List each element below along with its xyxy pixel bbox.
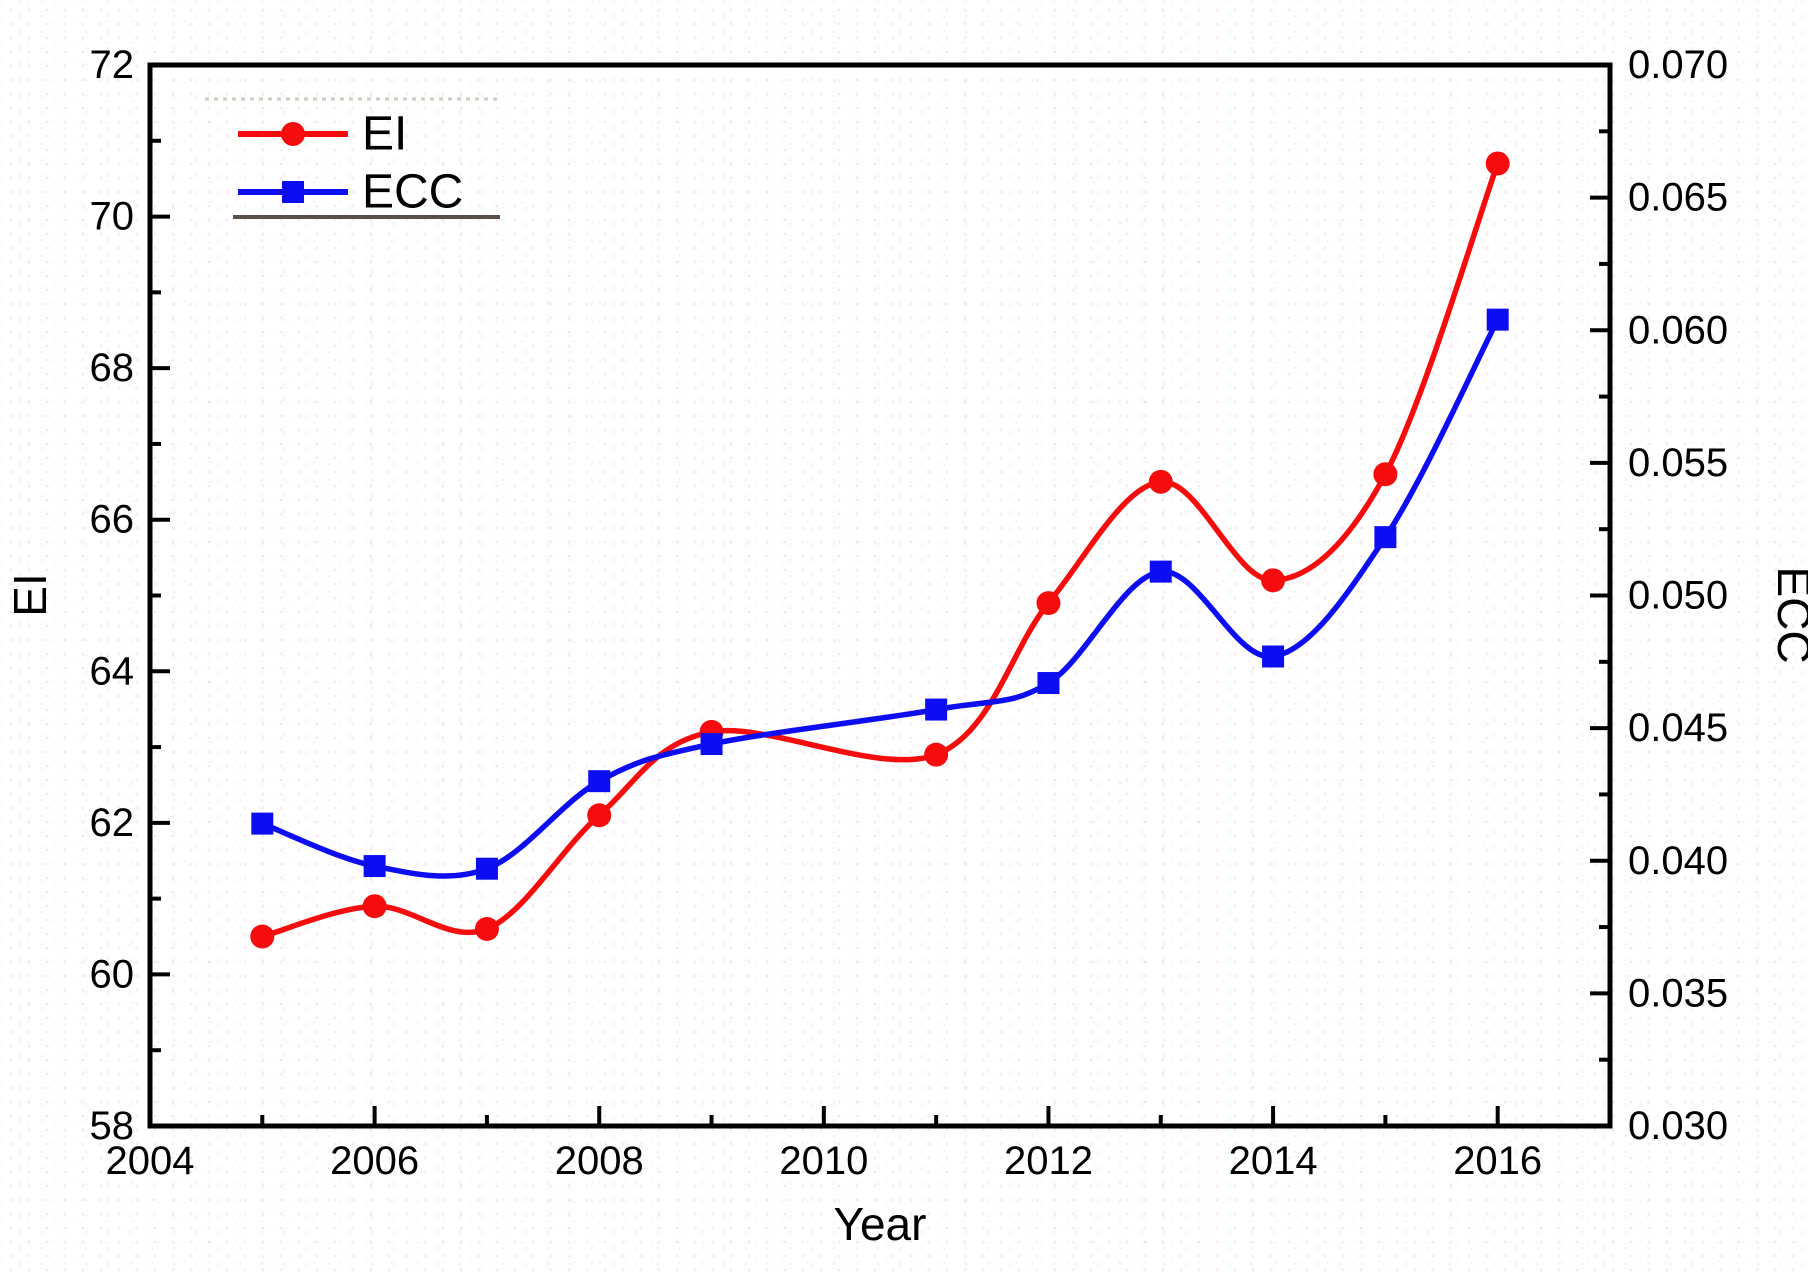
legend: EI ECC [205,97,500,219]
left-tick-label: 62 [90,801,135,845]
data-point-square [475,857,498,880]
data-point-circle [1485,151,1510,176]
data-point-square [1149,560,1172,583]
legend-item-ei: EI [238,108,407,161]
series-ecc [251,308,1509,880]
data-point-square [925,698,948,721]
legend-ei-circle-marker-icon [281,122,305,146]
legend-ei-label: EI [362,108,407,161]
data-point-circle [587,803,612,828]
right-tick-label: 0.055 [1628,441,1728,485]
left-axis-title: EI [4,573,56,616]
data-point-square [363,855,386,878]
series-ecc-line [259,316,1501,879]
data-point-square [1374,526,1397,549]
x-axis-title: Year [834,1198,927,1250]
right-tick-label: 0.060 [1628,308,1728,352]
series-ei-line [259,160,1501,940]
plot-frame [147,62,1613,1129]
x-tick-label: 2008 [555,1139,644,1183]
data-point-square [1262,645,1285,668]
data-point-square [1037,672,1060,695]
series-ei [250,151,1510,949]
right-tick-label: 0.050 [1628,574,1728,618]
right-axis-title: ECC [1768,566,1808,663]
right-tick-label: 0.045 [1628,706,1728,750]
axis-ticks [148,63,1610,1128]
x-tick-label: 2006 [330,1139,419,1183]
right-tick-label: 0.030 [1628,1104,1728,1148]
data-point-square [700,733,723,756]
left-tick-label: 68 [90,346,135,390]
legend-ecc-label: ECC [362,166,463,219]
legend-ecc-square-marker-icon [282,181,304,203]
x-tick-label: 2014 [1229,1139,1318,1183]
left-tick-label: 60 [90,952,135,996]
data-point-circle [362,894,387,919]
legend-item-ecc: ECC [238,166,463,219]
data-series [250,151,1510,949]
data-point-circle [250,924,275,949]
data-point-circle [474,916,499,941]
right-tick-label: 0.065 [1628,176,1728,220]
x-tick-label: 2010 [779,1139,868,1183]
data-point-circle [1036,591,1061,616]
right-tick-label: 0.035 [1628,971,1728,1015]
axis-tick-labels: 2004 2006 2008 2010 2012 2014 2016 58 60 62 64 66 68… [90,43,1729,1183]
data-point-square [1486,308,1509,331]
left-tick-label: 58 [90,1104,135,1148]
right-tick-label: 0.070 [1628,43,1728,87]
data-point-square [251,812,274,835]
x-tick-label: 2004 [106,1139,195,1183]
x-tick-label: 2016 [1453,1139,1542,1183]
right-tick-label: 0.040 [1628,839,1728,883]
data-point-circle [924,742,949,767]
x-tick-label: 2012 [1004,1139,1093,1183]
left-tick-label: 70 [90,195,135,239]
data-point-circle [1373,462,1398,487]
left-tick-label: 72 [90,43,135,87]
data-point-circle [1261,568,1286,593]
left-tick-label: 64 [90,649,135,693]
data-point-circle [1148,469,1173,494]
data-point-square [588,770,611,793]
left-tick-label: 66 [90,498,135,542]
